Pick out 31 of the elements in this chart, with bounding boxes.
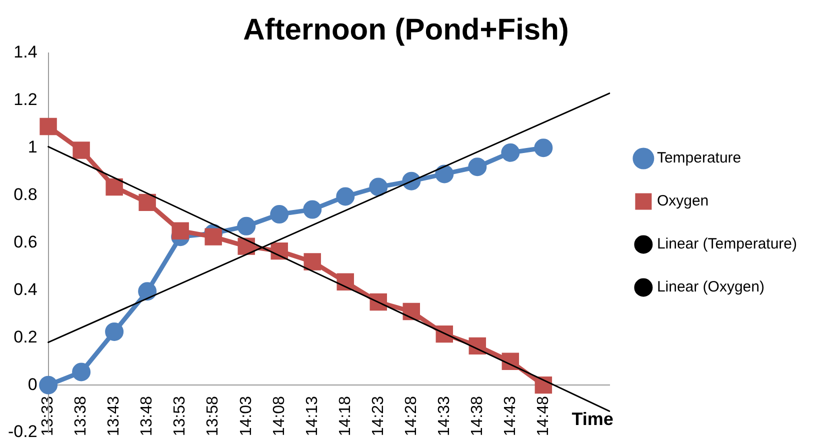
x-tick-label: 14:03	[238, 396, 255, 436]
x-tick-label: 14:33	[436, 396, 453, 436]
y-tick-label: 0.6	[14, 232, 38, 252]
x-tick-label: 13:33	[40, 396, 57, 436]
x-tick-label: 14:43	[502, 396, 519, 436]
legend-label: Linear (Oxygen)	[656, 278, 764, 296]
x-tick-label: 14:38	[468, 396, 486, 436]
x-tick-label: 13:48	[138, 396, 156, 436]
x-tick-label: 13:58	[204, 396, 222, 436]
y-tick-label: -0.2	[8, 422, 38, 442]
y-tick-label: 0.2	[14, 327, 38, 346]
x-axis-title: Time	[572, 409, 614, 430]
x-tick-label: 13:53	[172, 396, 189, 436]
y-tick-label: 1.2	[14, 90, 38, 110]
y-tick-label: 1	[28, 138, 38, 157]
x-tick-label: 14:23	[370, 396, 387, 436]
chart-title: Afternoon (Pond+Fish)	[243, 13, 569, 46]
legend-label: Linear (Temperature)	[656, 236, 798, 253]
x-tick-label: 14:48	[534, 396, 552, 436]
legend-label: Oxygen	[656, 192, 709, 210]
y-tick-label: 0.8	[14, 185, 38, 204]
x-tick-label: 14:18	[336, 396, 354, 436]
x-tick-label: 14:08	[270, 396, 288, 436]
x-tick-label: 13:38	[72, 396, 90, 436]
x-tick-label: 13:43	[106, 396, 123, 436]
x-tick-label: 14:28	[402, 396, 420, 436]
legend-label: Temperature	[656, 150, 742, 167]
x-tick-label: 14:13	[304, 396, 321, 436]
y-tick-label: 0.4	[14, 280, 38, 299]
y-tick-label: 1.4	[14, 42, 38, 62]
y-tick-label: 0	[28, 374, 38, 394]
